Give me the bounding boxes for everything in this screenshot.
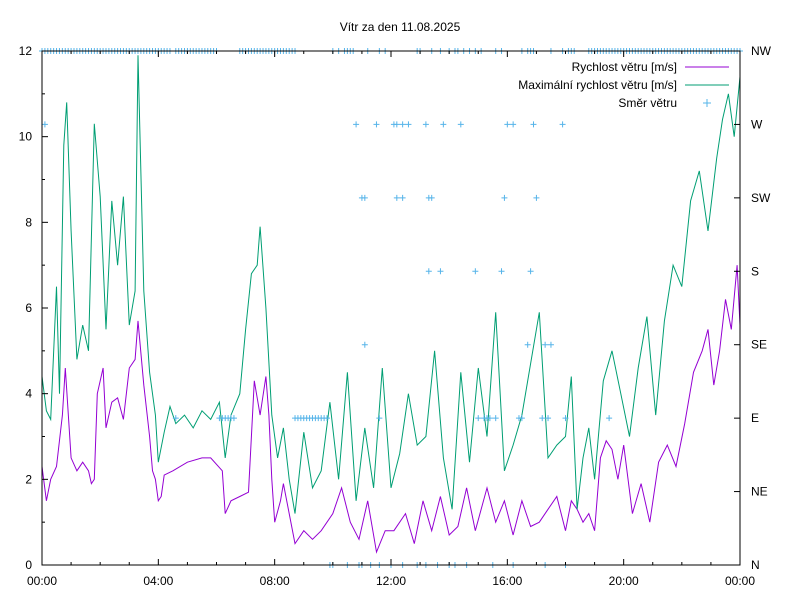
direction-point bbox=[504, 121, 511, 128]
y2-tick-label: SW bbox=[751, 191, 771, 205]
direction-point bbox=[172, 415, 179, 422]
direction-point bbox=[361, 194, 368, 201]
series-max-speed-line bbox=[41, 55, 741, 514]
y2-tick-label: NE bbox=[751, 485, 768, 499]
direction-point bbox=[606, 415, 613, 422]
direction-point bbox=[545, 415, 552, 422]
y-tick-label: 4 bbox=[25, 387, 32, 401]
direction-point bbox=[425, 268, 432, 275]
y-tick-label: 0 bbox=[25, 558, 32, 572]
legend-label: Maximální rychlost větru [m/s] bbox=[518, 78, 677, 92]
direction-point bbox=[361, 341, 368, 348]
direction-point bbox=[324, 415, 331, 422]
direction-point bbox=[475, 415, 482, 422]
x-tick-label: 00:00 bbox=[725, 574, 755, 588]
y2-tick-label: W bbox=[751, 117, 763, 131]
direction-point bbox=[527, 268, 534, 275]
x-axis: 00:00 04:00 08:00 12:00 16:00 20:00 00:00 bbox=[27, 51, 755, 588]
direction-point bbox=[230, 415, 237, 422]
direction-point bbox=[539, 415, 546, 422]
direction-point bbox=[373, 121, 380, 128]
direction-point bbox=[510, 121, 517, 128]
x-tick-label: 08:00 bbox=[260, 574, 290, 588]
y2-tick-label: S bbox=[751, 264, 759, 278]
direction-point bbox=[437, 268, 444, 275]
direction-point bbox=[518, 415, 525, 422]
series-speed-line bbox=[41, 265, 741, 554]
x-tick-label: 16:00 bbox=[492, 574, 522, 588]
direction-point bbox=[524, 341, 531, 348]
x-tick-label: 12:00 bbox=[376, 574, 406, 588]
y2-tick-label: E bbox=[751, 411, 759, 425]
direction-point bbox=[393, 194, 400, 201]
direction-point bbox=[405, 121, 412, 128]
direction-point bbox=[440, 121, 447, 128]
direction-point bbox=[399, 121, 406, 128]
direction-point bbox=[41, 121, 48, 128]
x-tick-label: 00:00 bbox=[27, 574, 57, 588]
y2-tick-label: NW bbox=[751, 44, 772, 58]
legend-label: Směr větru bbox=[618, 96, 677, 110]
x-tick-label: 20:00 bbox=[609, 574, 639, 588]
direction-point bbox=[457, 121, 464, 128]
y-axis-left: 0 2 4 6 8 10 12 bbox=[19, 44, 48, 572]
direction-point bbox=[547, 341, 554, 348]
y2-tick-label: SE bbox=[751, 338, 767, 352]
y-axis-right: N NE E SE S SW W NW bbox=[734, 44, 772, 572]
direction-point bbox=[559, 121, 566, 128]
legend: Rychlost větru [m/s] Maximální rychlost v… bbox=[518, 60, 729, 110]
y-tick-label: 10 bbox=[19, 130, 33, 144]
direction-point bbox=[498, 268, 505, 275]
y-tick-label: 2 bbox=[25, 472, 32, 486]
direction-point bbox=[376, 415, 383, 422]
direction-point bbox=[353, 121, 360, 128]
y2-tick-label: N bbox=[751, 558, 760, 572]
direction-point bbox=[422, 121, 429, 128]
y-tick-label: 8 bbox=[25, 215, 32, 229]
y-tick-label: 12 bbox=[19, 44, 33, 58]
direction-point bbox=[472, 268, 479, 275]
direction-point bbox=[428, 194, 435, 201]
plot-series bbox=[39, 48, 743, 568]
direction-point bbox=[530, 121, 537, 128]
direction-point bbox=[562, 415, 569, 422]
direction-point bbox=[501, 194, 508, 201]
chart-title: Vítr za den 11.08.2025 bbox=[340, 20, 461, 34]
direction-point bbox=[542, 341, 549, 348]
legend-label: Rychlost větru [m/s] bbox=[572, 60, 677, 74]
direction-point bbox=[533, 194, 540, 201]
y-tick-label: 6 bbox=[25, 301, 32, 315]
direction-point bbox=[393, 121, 400, 128]
legend-marker bbox=[703, 99, 711, 107]
direction-point bbox=[399, 194, 406, 201]
direction-point bbox=[492, 415, 499, 422]
direction-point bbox=[486, 415, 493, 422]
x-tick-label: 04:00 bbox=[143, 574, 173, 588]
